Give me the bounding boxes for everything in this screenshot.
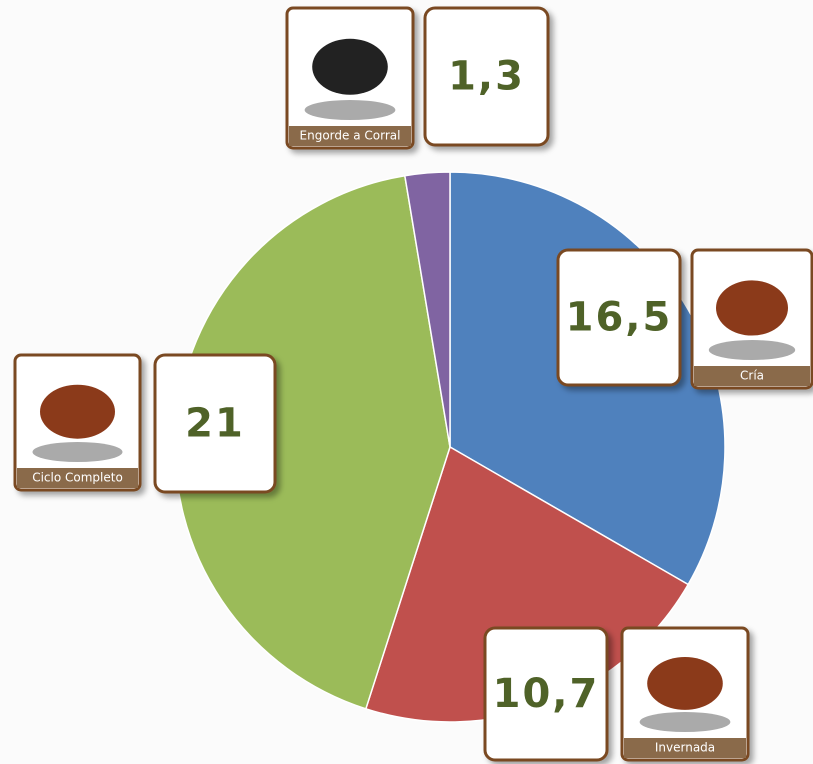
value-label: 1,3 (448, 54, 525, 100)
value-box (556, 248, 682, 387)
icon-caption: Cría (740, 369, 764, 383)
icon-animal (40, 384, 115, 439)
data-label: 10,7 (483, 626, 609, 762)
icon-shadow (639, 712, 731, 732)
icon-animal (716, 280, 788, 336)
data-label: 1,3 (423, 6, 550, 147)
category-icon: Invernada (620, 626, 750, 762)
icon-caption: Ciclo Completo (32, 471, 123, 485)
value-label: 21 (185, 401, 245, 447)
icon-caption-bar (624, 738, 746, 758)
data-label: 21 (153, 353, 277, 494)
icon-caption: Invernada (655, 741, 715, 755)
icon-animal (312, 38, 388, 95)
icon-shadow (304, 100, 396, 120)
value-label: 16,5 (566, 295, 673, 341)
icon-caption: Engorde a Corral (300, 129, 401, 143)
icon-caption-bar (289, 126, 411, 146)
value-box (153, 353, 277, 494)
icon-shadow (32, 442, 123, 462)
icon-shadow (708, 340, 796, 360)
icon-caption-bar (17, 468, 138, 488)
category-icon: Engorde a Corral (285, 6, 415, 150)
value-box (423, 6, 550, 147)
icon-animal (647, 657, 723, 710)
data-label: 16,5 (556, 248, 682, 387)
value-label: 10,7 (493, 671, 600, 717)
icon-caption-bar (694, 366, 810, 386)
value-box (483, 626, 609, 762)
category-icon: Cría (690, 248, 813, 390)
category-icon: Ciclo Completo (13, 353, 142, 492)
pie-slice (403, 171, 451, 448)
